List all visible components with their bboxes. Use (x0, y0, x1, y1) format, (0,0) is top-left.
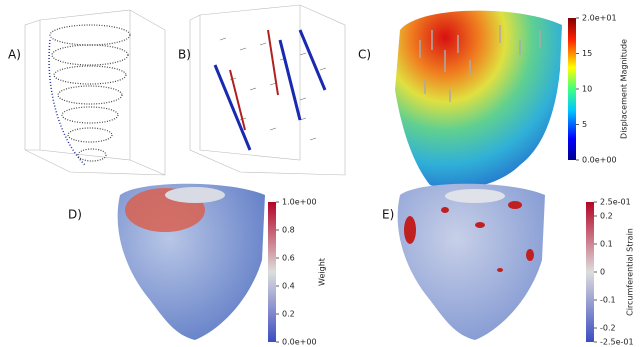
colorbar-tick-label: 15 (582, 49, 592, 58)
colorbar-tick-label: 0.4 (282, 282, 295, 291)
colorbar-title: Weight (318, 258, 327, 286)
colorbar-tick-label: -0.1 (600, 296, 616, 305)
colorbar-title: Displacement Magnitude (620, 39, 629, 139)
colorbar-tick-label: 0.6 (282, 254, 295, 263)
colorbar-tick-label: 0.0e+00 (282, 338, 317, 347)
panel-label: C) (358, 48, 371, 62)
colorbar-tick-label: 2.5e-01 (600, 198, 631, 207)
colorbar (568, 18, 576, 160)
colorbar-tick-label: 0.0e+00 (582, 156, 617, 165)
panel-label: D) (68, 208, 82, 222)
colorbar-tick-label: 5 (582, 120, 587, 129)
colorbar-tick-label: 1.0e+00 (282, 198, 317, 207)
panel-e-render (397, 183, 545, 340)
colorbar-tick-label: 0.2 (282, 310, 295, 319)
panel-d-render (117, 183, 265, 340)
colorbar-tick-label: 2.0e+01 (582, 14, 617, 23)
colorbar-tick-label: -0.2 (600, 324, 616, 333)
colorbar-tick-label: -2.5e-01 (600, 338, 634, 347)
colorbar-title: Circumferential Strain (626, 228, 635, 316)
panel-b-render (189, 4, 346, 176)
panel-c-render (395, 10, 562, 189)
colorbar (268, 202, 276, 342)
colorbar-tick-label: 0.8 (282, 226, 295, 235)
panel-label: E) (382, 208, 394, 222)
panel-label: A) (8, 48, 21, 62)
panel-a-render (24, 9, 166, 176)
colorbar (586, 202, 594, 342)
panel-label: B) (178, 48, 191, 62)
colorbar-tick-label: 0 (600, 268, 605, 277)
colorbar-tick-label: 10 (582, 85, 592, 94)
colorbar-tick-label: 0.1 (600, 240, 613, 249)
colorbar-tick-label: 0.2 (600, 212, 613, 221)
